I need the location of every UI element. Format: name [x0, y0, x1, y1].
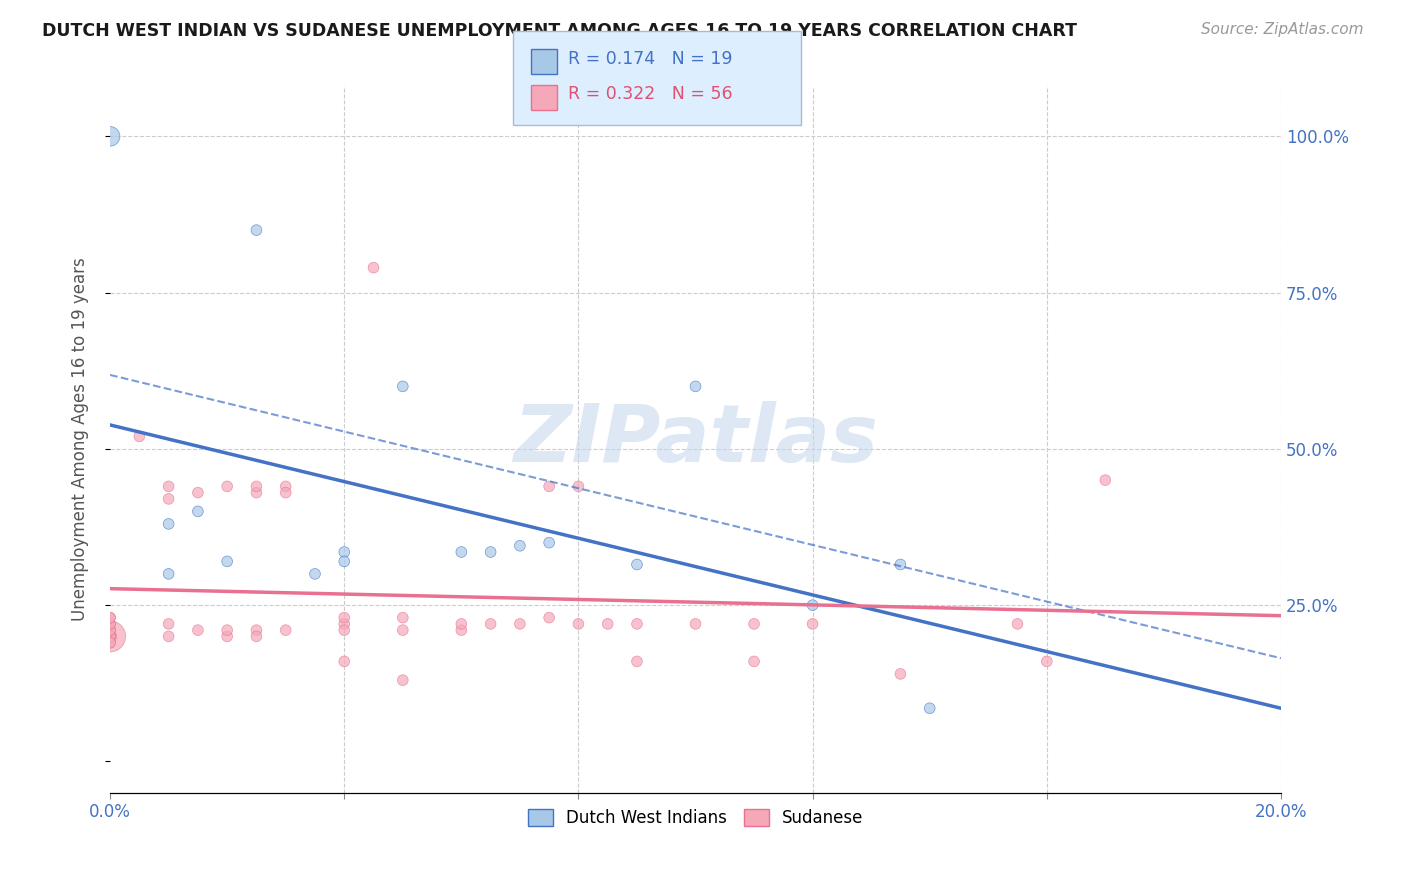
Point — [274, 485, 297, 500]
Point — [391, 379, 413, 393]
Point — [157, 616, 180, 631]
Point — [742, 616, 765, 631]
Point — [333, 545, 356, 559]
Point — [538, 479, 561, 493]
Point — [98, 629, 121, 643]
Point — [128, 429, 150, 443]
Text: DUTCH WEST INDIAN VS SUDANESE UNEMPLOYMENT AMONG AGES 16 TO 19 YEARS CORRELATION: DUTCH WEST INDIAN VS SUDANESE UNEMPLOYME… — [42, 22, 1077, 40]
Point — [217, 554, 239, 568]
Point — [801, 598, 824, 612]
Point — [391, 673, 413, 687]
Point — [98, 616, 121, 631]
Point — [157, 479, 180, 493]
Point — [538, 535, 561, 549]
Point — [391, 610, 413, 624]
Point — [245, 485, 267, 500]
Point — [187, 485, 209, 500]
Point — [98, 616, 121, 631]
Point — [450, 623, 472, 637]
Point — [626, 654, 648, 668]
Point — [274, 479, 297, 493]
Point — [479, 545, 502, 559]
Point — [245, 223, 267, 237]
Point — [626, 558, 648, 572]
Point — [98, 610, 121, 624]
Point — [567, 479, 589, 493]
Point — [333, 554, 356, 568]
Point — [217, 479, 239, 493]
Point — [98, 635, 121, 649]
Point — [918, 701, 941, 715]
Point — [98, 623, 121, 637]
Point — [333, 654, 356, 668]
Point — [187, 504, 209, 518]
Point — [304, 566, 326, 581]
Point — [626, 616, 648, 631]
Point — [98, 629, 121, 643]
Point — [363, 260, 385, 275]
Legend: Dutch West Indians, Sudanese: Dutch West Indians, Sudanese — [522, 802, 870, 834]
Point — [1094, 473, 1116, 487]
Point — [333, 610, 356, 624]
Y-axis label: Unemployment Among Ages 16 to 19 years: Unemployment Among Ages 16 to 19 years — [72, 258, 89, 622]
Point — [98, 629, 121, 643]
Point — [567, 616, 589, 631]
Point — [509, 539, 531, 553]
Point — [98, 635, 121, 649]
Text: Source: ZipAtlas.com: Source: ZipAtlas.com — [1201, 22, 1364, 37]
Point — [685, 616, 707, 631]
Text: R = 0.322   N = 56: R = 0.322 N = 56 — [568, 85, 733, 103]
Point — [391, 623, 413, 637]
Point — [245, 479, 267, 493]
Point — [889, 558, 911, 572]
Point — [245, 629, 267, 643]
Point — [187, 623, 209, 637]
Point — [450, 545, 472, 559]
Text: ZIPatlas: ZIPatlas — [513, 401, 877, 478]
Point — [245, 623, 267, 637]
Point — [742, 654, 765, 668]
Point — [479, 616, 502, 631]
Point — [217, 623, 239, 637]
Point — [98, 629, 121, 643]
Point — [801, 616, 824, 631]
Point — [685, 379, 707, 393]
Point — [889, 666, 911, 681]
Point — [450, 616, 472, 631]
Point — [274, 623, 297, 637]
Point — [157, 629, 180, 643]
Point — [509, 616, 531, 631]
Point — [1007, 616, 1029, 631]
Point — [1036, 654, 1059, 668]
Point — [157, 516, 180, 531]
Point — [333, 623, 356, 637]
Point — [217, 629, 239, 643]
Point — [333, 616, 356, 631]
Point — [157, 566, 180, 581]
Point — [98, 129, 121, 144]
Point — [98, 623, 121, 637]
Point — [157, 491, 180, 506]
Point — [538, 610, 561, 624]
Point — [596, 616, 619, 631]
Point — [98, 610, 121, 624]
Text: R = 0.174   N = 19: R = 0.174 N = 19 — [568, 50, 733, 68]
